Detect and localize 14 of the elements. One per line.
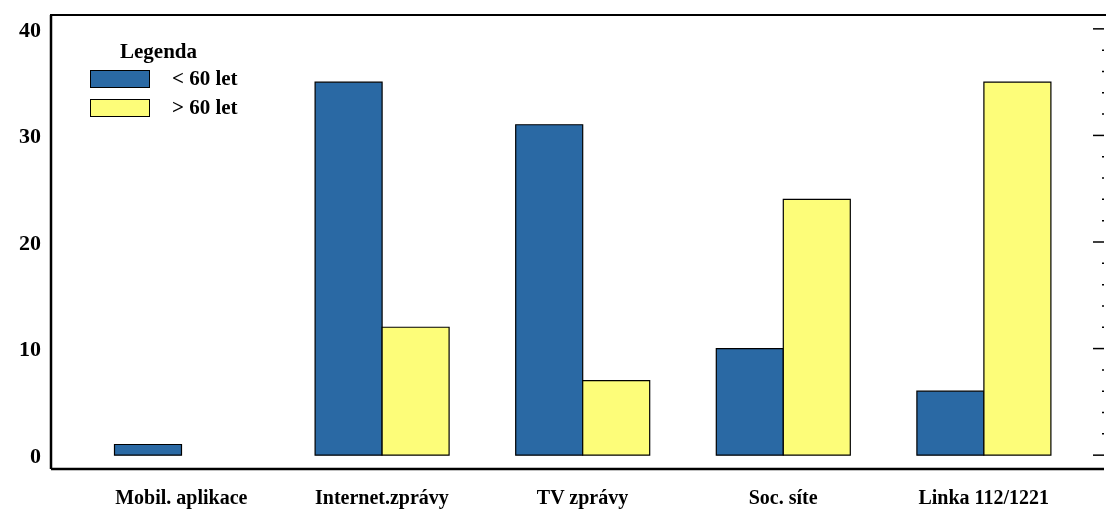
x-tick-label: Linka 112/1221 (918, 486, 1049, 508)
y-tick-label: 30 (19, 123, 41, 149)
y-tick-label: 0 (30, 442, 41, 468)
bar (113, 443, 183, 456)
x-tick-label: Internet.zprávy (314, 486, 449, 509)
x-tick-label: Mobil. aplikace (115, 486, 248, 509)
y-tick-label: 20 (19, 229, 41, 255)
legend-title: Legenda (120, 38, 198, 64)
legend-label: > 60 let (172, 95, 238, 120)
y-tick-label: 10 (19, 336, 41, 362)
y-tick-label: 40 (19, 16, 41, 42)
x-tick-label: Soc. síte (748, 486, 818, 508)
x-tick-label: TV zprávy (536, 486, 629, 509)
legend-label: < 60 let (172, 66, 238, 91)
